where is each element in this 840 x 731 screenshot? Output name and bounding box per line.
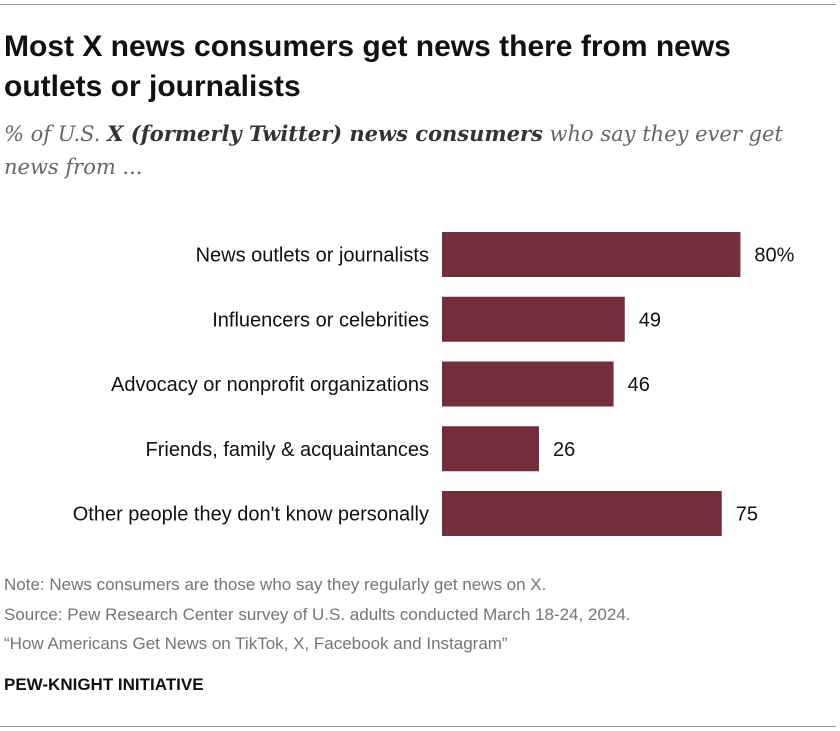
bar	[442, 296, 625, 342]
value-label: 26	[553, 439, 575, 461]
category-label: News outlets or journalists	[196, 245, 429, 267]
value-label: 75	[736, 504, 758, 526]
value-label: 80%	[754, 245, 794, 267]
bar	[442, 426, 539, 472]
organization-label: PEW-KNIGHT INITIATIVE	[4, 675, 204, 694]
subtitle-emphasis: X (formerly Twitter) news consumers	[107, 121, 543, 146]
category-label: Advocacy or nonprofit organizations	[111, 374, 429, 396]
footnote-source: Source: Pew Research Center survey of U.…	[4, 605, 631, 624]
chart-subtitle: % of U.S. X (formerly Twitter) news cons…	[4, 117, 834, 184]
top-divider	[0, 4, 836, 5]
value-label: 49	[639, 309, 661, 331]
category-label: Friends, family & acquaintances	[146, 439, 429, 461]
bar	[442, 232, 741, 277]
footnote-note: Note: News consumers are those who say t…	[4, 575, 547, 594]
bar	[442, 491, 722, 536]
bottom-divider	[0, 726, 836, 727]
category-label: Influencers or celebrities	[212, 309, 429, 331]
category-label: Other people they don't know personally	[73, 504, 429, 526]
bar	[442, 361, 614, 407]
value-label: 46	[628, 374, 650, 396]
subtitle-suffix: who say they ever get news from ...	[4, 122, 783, 179]
chart-title: Most X news consumers get news there fro…	[4, 30, 731, 103]
subtitle-prefix: % of U.S.	[4, 122, 108, 146]
footnote-report: “How Americans Get News on TikTok, X, Fa…	[4, 634, 508, 653]
